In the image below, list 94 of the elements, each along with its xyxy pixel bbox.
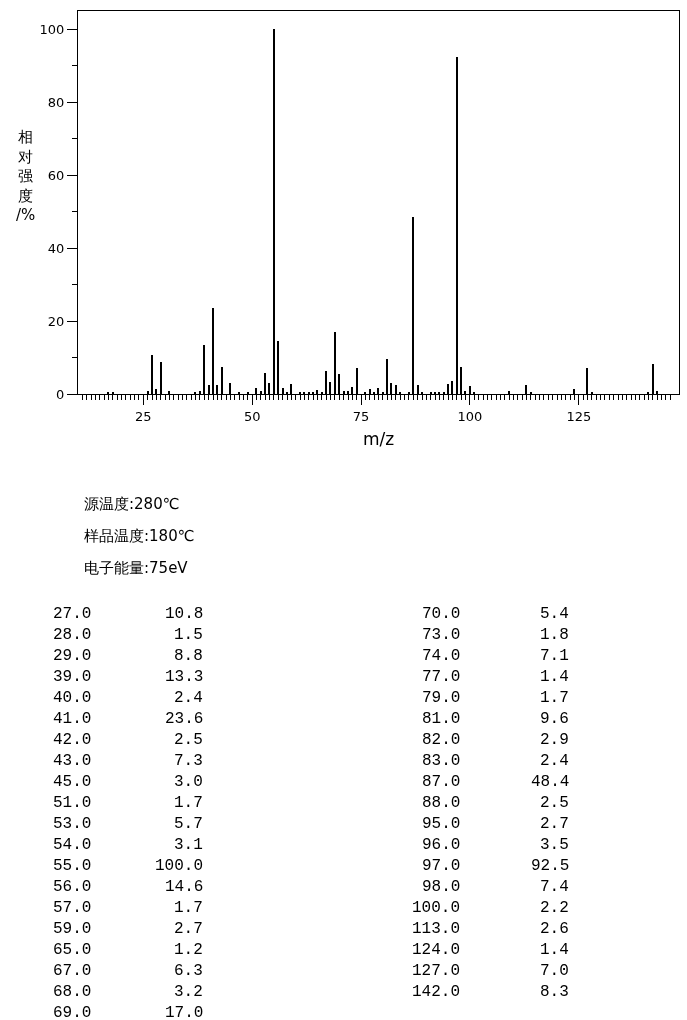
text: 2.4 xyxy=(540,752,569,770)
text: 2.7 xyxy=(540,815,569,833)
text: 45.0 xyxy=(53,773,92,791)
text: 2.4 xyxy=(174,689,203,707)
text: 17.0 xyxy=(165,1004,204,1020)
text: 7.0 xyxy=(540,962,569,980)
text: 1.7 xyxy=(174,899,203,917)
text: 7.1 xyxy=(540,647,569,665)
text: 1.4 xyxy=(540,941,569,959)
x-tick-label: 75 xyxy=(352,408,370,424)
x-tick-label: 25 xyxy=(135,408,152,424)
text: 53.0 xyxy=(53,815,92,833)
text: 28.0 xyxy=(53,626,92,644)
text: 69.0 xyxy=(53,1004,92,1020)
text: 95.0 xyxy=(422,815,461,833)
text: 2.5 xyxy=(174,731,203,749)
text: 74.0 xyxy=(422,647,461,665)
text: 67.0 xyxy=(53,962,92,980)
x-tick-label: 100 xyxy=(457,408,483,424)
text: 83.0 xyxy=(422,752,461,770)
text: 65.0 xyxy=(53,941,92,959)
text: 57.0 xyxy=(53,899,92,917)
text: 27.0 xyxy=(53,605,92,623)
text: 100.0 xyxy=(155,857,204,875)
text: 2.2 xyxy=(540,899,569,917)
text: 6.3 xyxy=(174,962,203,980)
text: 10.8 xyxy=(165,605,204,623)
text: 97.0 xyxy=(422,857,461,875)
text: 1.4 xyxy=(540,668,569,686)
text: 8.3 xyxy=(540,983,569,1001)
text: 88.0 xyxy=(422,794,461,812)
x-tick-label: 125 xyxy=(566,408,592,424)
text: 43.0 xyxy=(53,752,92,770)
text: 100.0 xyxy=(412,899,461,917)
text: 87.0 xyxy=(422,773,461,791)
text: 1.8 xyxy=(540,626,569,644)
text: 55.0 xyxy=(53,857,92,875)
text: 42.0 xyxy=(53,731,92,749)
text: 2.9 xyxy=(540,731,569,749)
text: 51.0 xyxy=(53,794,92,812)
text: 9.6 xyxy=(540,710,569,728)
text: 2.5 xyxy=(540,794,569,812)
text: 113.0 xyxy=(412,920,461,938)
x-axis-title: m/z xyxy=(362,429,395,450)
text: 3.2 xyxy=(174,983,203,1001)
text: 41.0 xyxy=(53,710,92,728)
text: 源温度:280℃ xyxy=(84,495,180,513)
text: 48.4 xyxy=(531,773,570,791)
text: 82.0 xyxy=(422,731,461,749)
text: 2.6 xyxy=(540,920,569,938)
text: 1.2 xyxy=(174,941,203,959)
text: 样品温度:180℃ xyxy=(84,527,195,545)
y-tick-label: 60 xyxy=(47,167,65,183)
text: 23.6 xyxy=(165,710,204,728)
text: 5.4 xyxy=(540,605,569,623)
text: 68.0 xyxy=(53,983,92,1001)
text: 56.0 xyxy=(53,878,92,896)
text: 127.0 xyxy=(412,962,461,980)
text: 40.0 xyxy=(53,689,92,707)
text: 5.7 xyxy=(174,815,203,833)
text: 7.3 xyxy=(174,752,203,770)
text: 81.0 xyxy=(422,710,461,728)
text: 73.0 xyxy=(422,626,461,644)
text: 79.0 xyxy=(422,689,461,707)
y-tick-label: 20 xyxy=(47,313,65,329)
text: 3.1 xyxy=(174,836,203,854)
text: 8.8 xyxy=(174,647,203,665)
x-tick-label: 50 xyxy=(243,408,261,424)
text: 70.0 xyxy=(422,605,461,623)
text: 1.5 xyxy=(174,626,203,644)
text: 电子能量:75eV xyxy=(84,559,189,577)
text: 92.5 xyxy=(531,857,570,875)
text: 98.0 xyxy=(422,878,461,896)
text: 3.5 xyxy=(540,836,569,854)
text: 124.0 xyxy=(412,941,461,959)
text: 77.0 xyxy=(422,668,461,686)
y-tick-label: 40 xyxy=(47,240,65,256)
text: 142.0 xyxy=(412,983,461,1001)
y-axis-title: 相对强度/% xyxy=(16,128,36,224)
text: 1.7 xyxy=(540,689,569,707)
text: 96.0 xyxy=(422,836,461,854)
text: 3.0 xyxy=(174,773,203,791)
text: 14.6 xyxy=(165,878,204,896)
y-tick-label: 80 xyxy=(47,94,65,110)
y-tick-label: 0 xyxy=(55,386,65,402)
text: 54.0 xyxy=(53,836,92,854)
text: 39.0 xyxy=(53,668,92,686)
text: 2.7 xyxy=(174,920,203,938)
text: 7.4 xyxy=(540,878,569,896)
text: 13.3 xyxy=(165,668,204,686)
text: 1.7 xyxy=(174,794,203,812)
y-tick-label: 100 xyxy=(39,21,65,37)
text: 59.0 xyxy=(53,920,92,938)
text: 29.0 xyxy=(53,647,92,665)
